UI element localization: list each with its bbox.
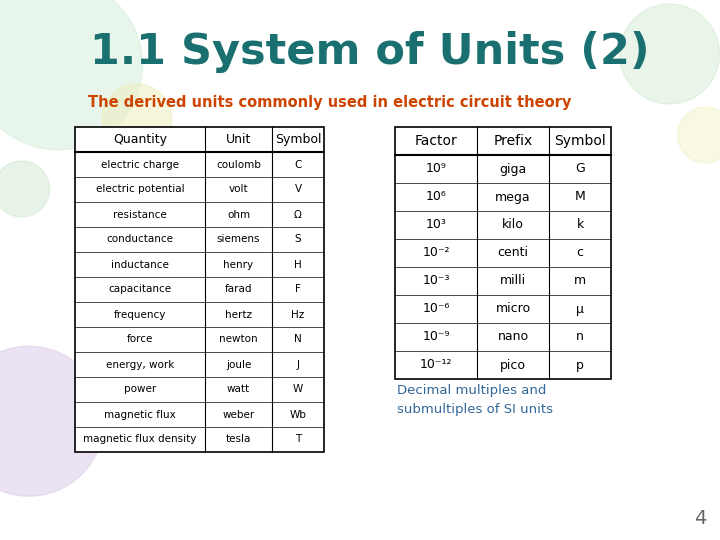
Text: 4: 4 <box>694 509 706 528</box>
Text: Symbol: Symbol <box>554 134 606 148</box>
Text: giga: giga <box>500 163 526 176</box>
Text: conductance: conductance <box>107 234 174 245</box>
Text: 10⁻²: 10⁻² <box>422 246 450 260</box>
Text: pico: pico <box>500 359 526 372</box>
Text: newton: newton <box>219 334 258 345</box>
Text: siemens: siemens <box>217 234 260 245</box>
Text: Hz: Hz <box>292 309 305 320</box>
Text: C: C <box>294 159 302 170</box>
Text: 10⁶: 10⁶ <box>426 191 446 204</box>
Text: milli: milli <box>500 274 526 287</box>
Text: W: W <box>293 384 303 395</box>
Text: 1.1 System of Units (2): 1.1 System of Units (2) <box>90 31 650 73</box>
Text: Quantity: Quantity <box>113 133 167 146</box>
Circle shape <box>102 84 172 154</box>
Text: G: G <box>575 163 585 176</box>
Text: force: force <box>127 334 153 345</box>
Text: Unit: Unit <box>226 133 251 146</box>
Text: weber: weber <box>222 409 255 420</box>
Text: electric potential: electric potential <box>96 185 184 194</box>
Text: F: F <box>295 285 301 294</box>
Circle shape <box>0 0 143 150</box>
Text: T: T <box>295 435 301 444</box>
Text: Decimal multiples and
submultiples of SI units: Decimal multiples and submultiples of SI… <box>397 384 553 416</box>
Text: watt: watt <box>227 384 250 395</box>
Text: m: m <box>574 274 586 287</box>
Text: 10⁻⁹: 10⁻⁹ <box>422 330 450 343</box>
Circle shape <box>0 346 104 496</box>
Text: centi: centi <box>498 246 528 260</box>
Text: 10⁻⁶: 10⁻⁶ <box>423 302 450 315</box>
Text: micro: micro <box>495 302 531 315</box>
Text: nano: nano <box>498 330 528 343</box>
Text: joule: joule <box>226 360 251 369</box>
Text: J: J <box>297 360 300 369</box>
Text: magnetic flux density: magnetic flux density <box>84 435 197 444</box>
Text: mega: mega <box>495 191 531 204</box>
Circle shape <box>678 107 720 163</box>
Circle shape <box>620 4 719 104</box>
Text: Factor: Factor <box>415 134 457 148</box>
Text: μ: μ <box>576 302 584 315</box>
Text: V: V <box>294 185 302 194</box>
Text: p: p <box>576 359 584 372</box>
Text: The derived units commonly used in electric circuit theory: The derived units commonly used in elect… <box>88 94 572 110</box>
Bar <box>75 127 324 452</box>
Text: 10³: 10³ <box>426 219 446 232</box>
Bar <box>395 127 611 379</box>
Text: inductance: inductance <box>111 260 169 269</box>
Circle shape <box>0 161 50 217</box>
Text: capacitance: capacitance <box>109 285 171 294</box>
Text: H: H <box>294 260 302 269</box>
Text: S: S <box>294 234 301 245</box>
Text: N: N <box>294 334 302 345</box>
Text: M: M <box>575 191 585 204</box>
Text: n: n <box>576 330 584 343</box>
Text: power: power <box>124 384 156 395</box>
Text: hertz: hertz <box>225 309 252 320</box>
Text: ohm: ohm <box>227 210 250 219</box>
Text: tesla: tesla <box>226 435 251 444</box>
Text: resistance: resistance <box>113 210 167 219</box>
Text: coulomb: coulomb <box>216 159 261 170</box>
Text: magnetic flux: magnetic flux <box>104 409 176 420</box>
Text: 10⁻³: 10⁻³ <box>422 274 450 287</box>
Text: frequency: frequency <box>114 309 166 320</box>
Text: 10⁻¹²: 10⁻¹² <box>420 359 452 372</box>
Text: Symbol: Symbol <box>275 133 321 146</box>
Text: k: k <box>577 219 584 232</box>
Text: kilo: kilo <box>502 219 524 232</box>
Text: henry: henry <box>223 260 253 269</box>
Text: c: c <box>577 246 583 260</box>
Text: 10⁹: 10⁹ <box>426 163 446 176</box>
Text: volt: volt <box>229 185 248 194</box>
Text: farad: farad <box>225 285 252 294</box>
Text: Prefix: Prefix <box>493 134 533 148</box>
Text: energy, work: energy, work <box>106 360 174 369</box>
Text: electric charge: electric charge <box>101 159 179 170</box>
Text: Wb: Wb <box>289 409 307 420</box>
Text: Ω: Ω <box>294 210 302 219</box>
